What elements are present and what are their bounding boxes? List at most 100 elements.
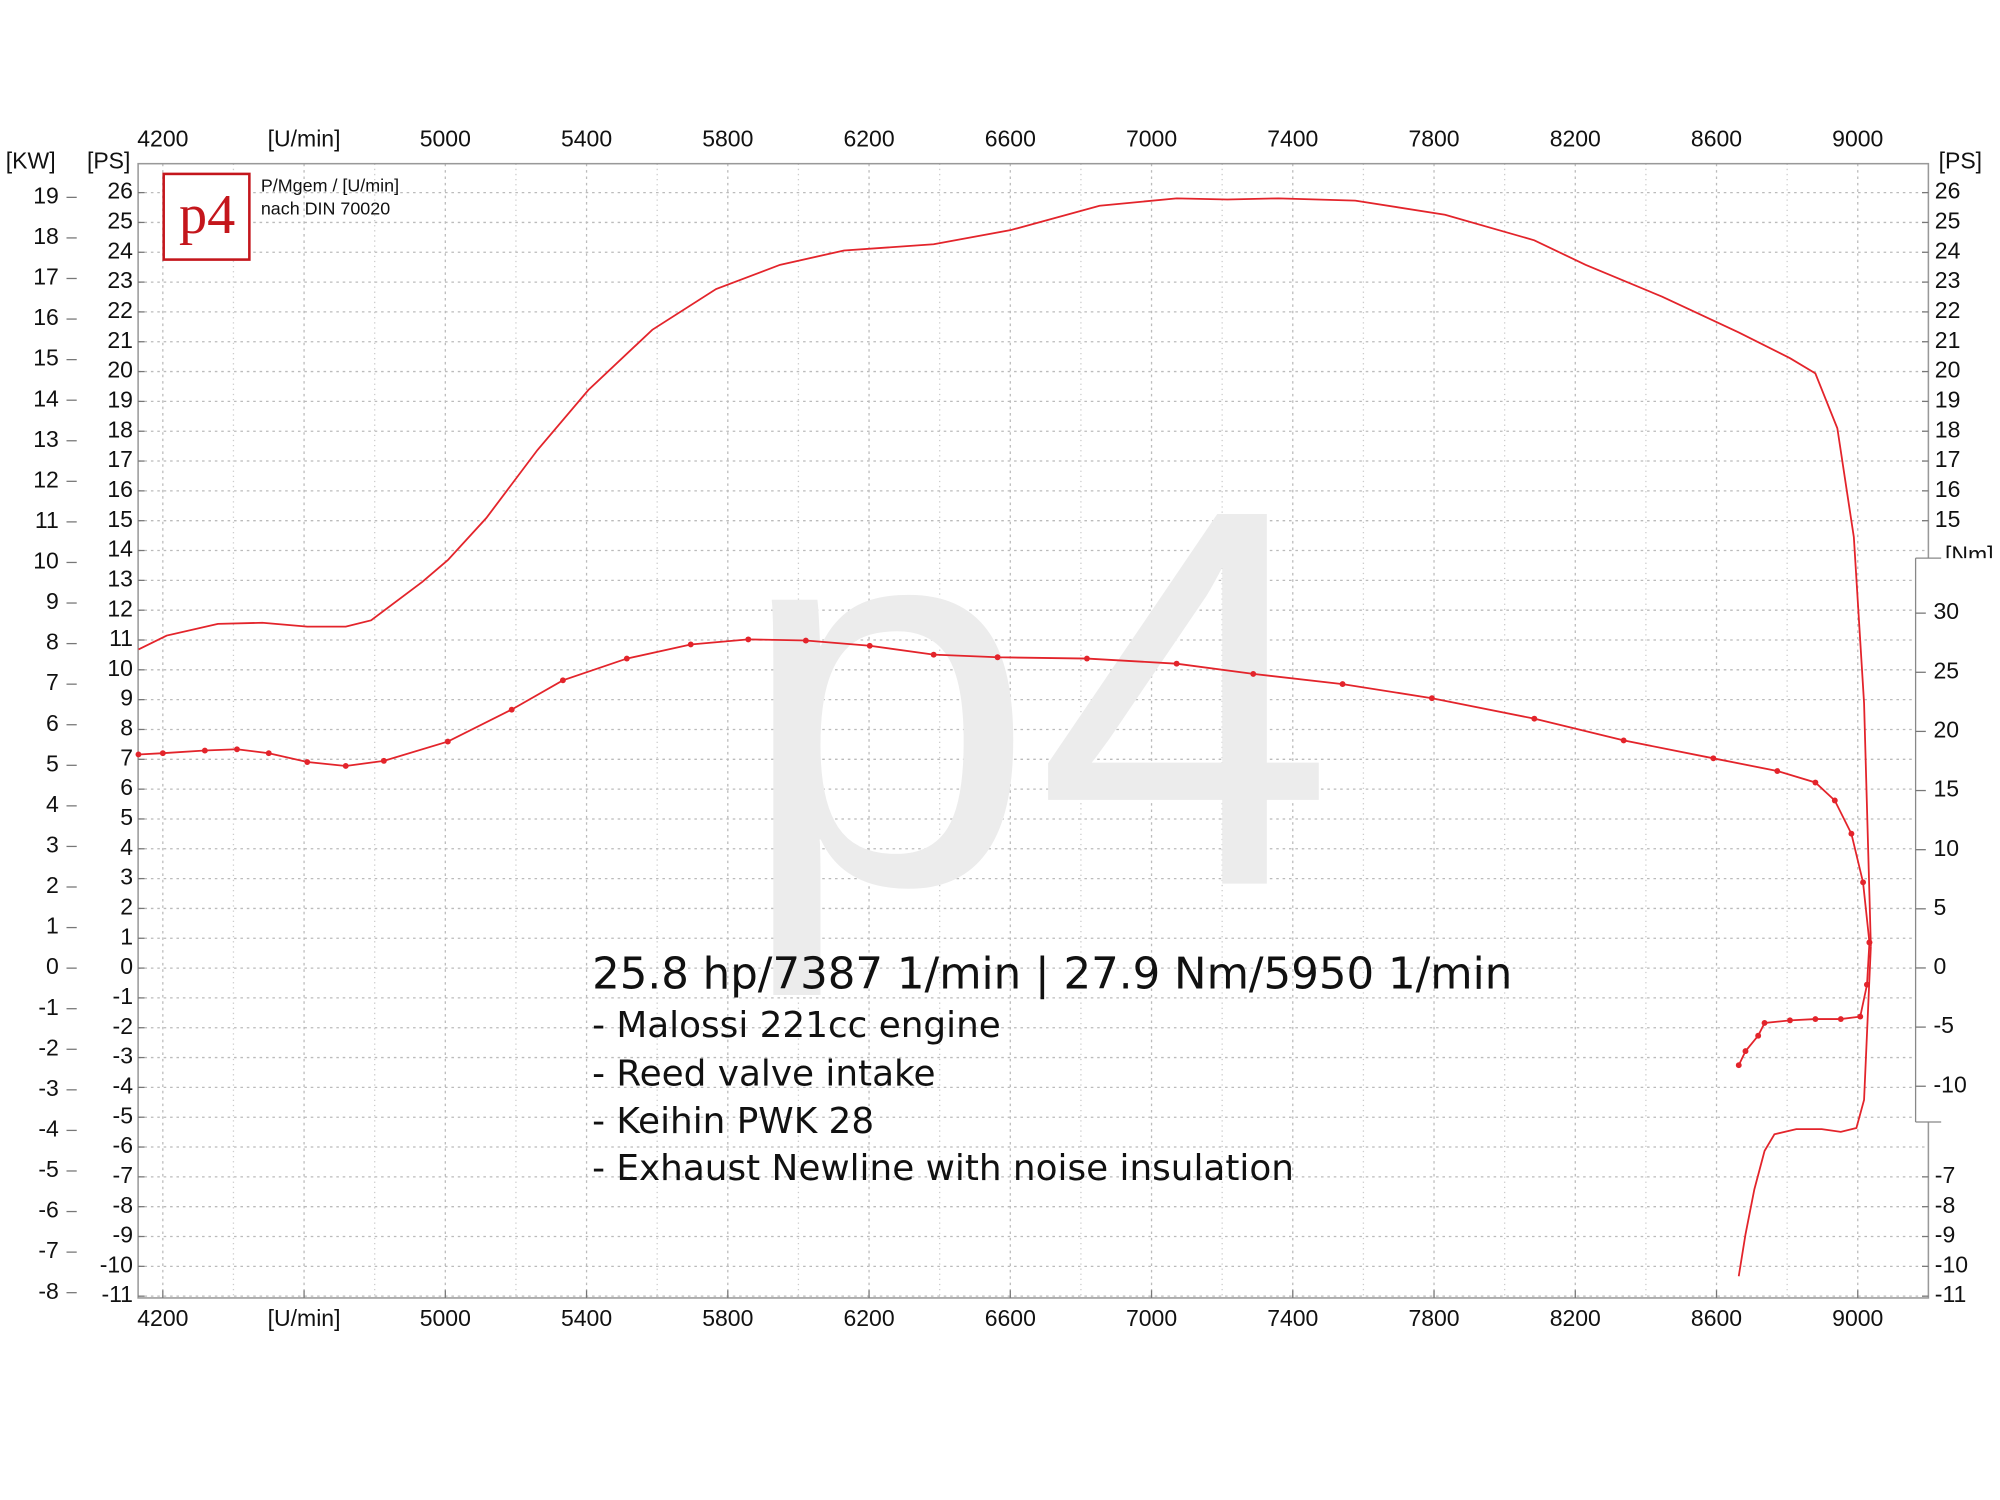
point xyxy=(201,747,208,754)
subtitle: P/Mgem / [U/min] xyxy=(261,175,399,195)
point xyxy=(1831,797,1838,804)
y-right-tick-label: 15 xyxy=(1935,506,1961,532)
y2-tick-label: 18 xyxy=(33,223,59,249)
x-tick-label: 4200 xyxy=(137,1305,188,1331)
y-tick-label: 26 xyxy=(107,178,133,204)
y-right-tick-label: 24 xyxy=(1935,237,1961,263)
watermark: p4 xyxy=(737,398,1334,1001)
y3-tick-label: 15 xyxy=(1934,776,1960,802)
point xyxy=(1339,681,1346,688)
y2-tick-label: 8 xyxy=(46,629,59,655)
y-right-tick-label: 25 xyxy=(1935,208,1961,234)
y-tick-label: -2 xyxy=(113,1013,133,1039)
y2-tick-label: -4 xyxy=(38,1115,59,1141)
point xyxy=(623,655,630,662)
y3-tick-label: 30 xyxy=(1934,598,1960,624)
y-tick-label: 3 xyxy=(120,864,133,890)
y2-tick-label: 1 xyxy=(46,913,59,939)
y-tick-label: 7 xyxy=(120,744,133,770)
logo-text: p4 xyxy=(179,184,235,246)
point xyxy=(1761,1020,1768,1026)
point xyxy=(1735,1062,1742,1069)
subtitle: nach DIN 70020 xyxy=(261,198,390,218)
marks xyxy=(135,197,1873,1277)
x-tick-label: 5000 xyxy=(420,1305,471,1331)
y2-tick-label: 13 xyxy=(33,426,59,452)
point xyxy=(1742,1048,1749,1055)
x-tick-label: [U/min] xyxy=(268,126,341,152)
y-tick-label: 21 xyxy=(107,327,133,353)
point xyxy=(559,677,566,684)
x-tick-label: 6200 xyxy=(843,1305,894,1331)
y-tick-label: 11 xyxy=(109,625,133,651)
y2-tick-label: 10 xyxy=(33,548,59,574)
axes: 42004200[U/min][U/min]500050005400540058… xyxy=(33,126,2000,1331)
grid xyxy=(138,163,1929,1298)
y-right-tick-label: 23 xyxy=(1935,267,1961,293)
y2-tick-label: 2 xyxy=(46,872,59,898)
y-tick-label: 24 xyxy=(107,237,133,263)
y2-tick-label: 3 xyxy=(46,832,59,858)
point xyxy=(1710,755,1717,762)
y-right-tick-label: 16 xyxy=(1935,476,1961,502)
y-tick-label: -3 xyxy=(113,1043,133,1069)
point xyxy=(745,636,752,643)
point xyxy=(304,759,311,765)
point xyxy=(444,738,451,745)
y2-tick-label: 4 xyxy=(46,791,59,817)
y-tick-label: 5 xyxy=(120,804,133,830)
y-tick-label: 9 xyxy=(120,685,133,711)
x-tick-label: 8600 xyxy=(1691,126,1742,152)
y2-tick-label: 14 xyxy=(33,385,59,411)
point xyxy=(1864,981,1870,988)
x-tick-label: 5800 xyxy=(702,1305,753,1331)
y2-tick-label: 12 xyxy=(33,466,59,492)
y-tick-label: 15 xyxy=(107,506,133,532)
y-tick-label: 23 xyxy=(107,267,133,293)
y-right-tick-label: -10 xyxy=(1935,1251,1968,1277)
point xyxy=(1848,830,1855,837)
point xyxy=(802,637,809,644)
y2-tick-label: -3 xyxy=(38,1075,58,1101)
x-tick-label: 4200 xyxy=(137,126,188,152)
y2-label: [KW] xyxy=(6,147,56,173)
point xyxy=(135,751,142,758)
y3-tick-label: 20 xyxy=(1934,716,1960,742)
point xyxy=(1620,737,1627,744)
point xyxy=(234,746,240,753)
x-tick-label: 5400 xyxy=(561,126,612,152)
x-tick-label: 7400 xyxy=(1267,126,1318,152)
y-tick-label: -9 xyxy=(113,1222,133,1248)
y2-tick-label: 0 xyxy=(46,953,59,979)
y-tick-label: -7 xyxy=(113,1162,133,1188)
line xyxy=(138,197,1872,947)
x-tick-label: 5400 xyxy=(561,1305,612,1331)
x-tick-label: 6200 xyxy=(843,126,894,152)
y-tick-label: 8 xyxy=(120,715,133,741)
point xyxy=(1812,779,1819,786)
x-tick-label: 7000 xyxy=(1126,126,1177,152)
y2-tick-label: -2 xyxy=(38,1034,58,1060)
y-tick-label: 18 xyxy=(107,416,133,442)
point xyxy=(1083,655,1090,662)
y-tick-label: 12 xyxy=(107,595,133,621)
x-tick-label: 9000 xyxy=(1832,1305,1883,1331)
y2-tick-label: -6 xyxy=(38,1197,58,1223)
point xyxy=(1774,768,1781,774)
point xyxy=(159,750,166,757)
x-tick-label: 6600 xyxy=(985,126,1036,152)
y3-tick-label: 5 xyxy=(1934,894,1947,920)
x-tick-label: 7800 xyxy=(1408,1305,1459,1331)
point xyxy=(265,750,272,757)
y-tick-label: -8 xyxy=(113,1192,133,1218)
x-tick-label: 7000 xyxy=(1126,1305,1177,1331)
point xyxy=(1755,1032,1762,1039)
line xyxy=(138,638,1871,943)
y-right-tick-label: 26 xyxy=(1935,178,1961,204)
x-tick-label: 6600 xyxy=(985,1305,1036,1331)
y-right-tick-label: 21 xyxy=(1935,327,1961,353)
point xyxy=(508,706,515,713)
annotation-line: - Malossi 221cc engine xyxy=(592,1005,1001,1046)
y-right-tick-label: 18 xyxy=(1935,416,1961,442)
